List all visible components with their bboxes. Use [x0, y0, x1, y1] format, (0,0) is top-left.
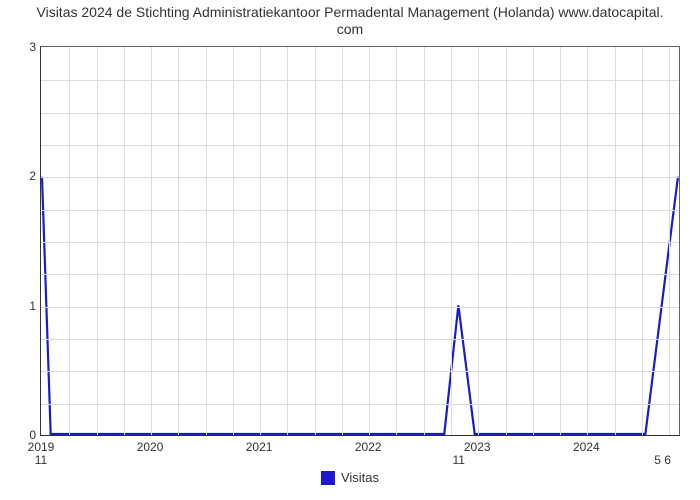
grid-minor-v [342, 47, 343, 435]
grid-major-v [587, 47, 588, 435]
grid-minor-v [451, 47, 452, 435]
grid-major-h [41, 177, 679, 178]
grid-minor-h [41, 145, 679, 146]
grid-minor-v [424, 47, 425, 435]
grid-major-v [151, 47, 152, 435]
grid-minor-h [41, 113, 679, 114]
grid-minor-h [41, 242, 679, 243]
grid-minor-h [41, 80, 679, 81]
legend: Visitas [321, 470, 379, 485]
grid-minor-v [315, 47, 316, 435]
y-tick-label: 1 [6, 299, 36, 313]
plot-area [40, 46, 680, 436]
x-tick-label: 2023 [464, 440, 491, 454]
grid-minor-h [41, 404, 679, 405]
chart-container: Visitas 2024 de Stichting Administratiek… [0, 0, 700, 500]
grid-minor-v [506, 47, 507, 435]
grid-major-v [478, 47, 479, 435]
grid-minor-v [396, 47, 397, 435]
grid-minor-v [206, 47, 207, 435]
grid-minor-v [233, 47, 234, 435]
grid-minor-v [533, 47, 534, 435]
x-tick-label: 2019 [28, 440, 55, 454]
x-tick-label: 2024 [573, 440, 600, 454]
grid-minor-v [124, 47, 125, 435]
x-tick-label: 2021 [246, 440, 273, 454]
legend-swatch [321, 471, 335, 485]
grid-minor-h [41, 339, 679, 340]
grid-minor-h [41, 274, 679, 275]
legend-label: Visitas [341, 470, 379, 485]
title-line-2: com [337, 21, 363, 37]
grid-minor-v [669, 47, 670, 435]
data-line [41, 47, 679, 435]
x-tick-label: 2020 [137, 440, 164, 454]
grid-minor-v [287, 47, 288, 435]
title-line-1: Visitas 2024 de Stichting Administratiek… [37, 4, 664, 20]
data-label: 5 6 [654, 453, 671, 467]
grid-minor-v [178, 47, 179, 435]
grid-minor-h [41, 210, 679, 211]
data-label: 11 [35, 453, 47, 467]
grid-minor-v [560, 47, 561, 435]
grid-major-h [41, 307, 679, 308]
x-tick-label: 2022 [355, 440, 382, 454]
grid-minor-v [69, 47, 70, 435]
grid-minor-v [97, 47, 98, 435]
grid-minor-v [642, 47, 643, 435]
grid-major-v [260, 47, 261, 435]
grid-minor-v [615, 47, 616, 435]
data-label: 11 [452, 453, 464, 467]
grid-minor-h [41, 371, 679, 372]
y-tick-label: 2 [6, 169, 36, 183]
y-tick-label: 3 [6, 40, 36, 54]
grid-major-v [369, 47, 370, 435]
chart-title: Visitas 2024 de Stichting Administratiek… [0, 4, 700, 38]
series-line [42, 177, 678, 434]
